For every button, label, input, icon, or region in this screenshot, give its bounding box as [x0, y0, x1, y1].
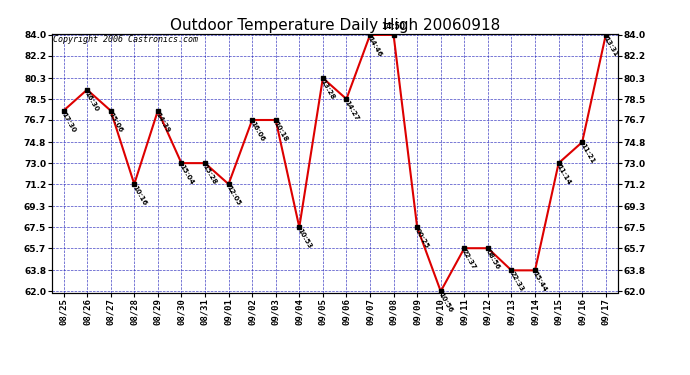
Text: 16:30: 16:30 [83, 90, 100, 112]
Text: 13:28: 13:28 [319, 79, 336, 101]
Text: 15:44: 15:44 [532, 271, 548, 293]
Text: 14:27: 14:27 [343, 100, 359, 122]
Text: 10:16: 10:16 [131, 184, 147, 207]
Text: 17:30: 17:30 [60, 111, 77, 134]
Text: 12:05: 12:05 [225, 184, 241, 207]
Text: 10:53: 10:53 [296, 228, 313, 250]
Text: 10:56: 10:56 [437, 292, 453, 314]
Text: 14:46: 14:46 [366, 36, 383, 58]
Text: 14:50: 14:50 [382, 22, 406, 31]
Text: 13:31: 13:31 [602, 36, 619, 58]
Text: 22:33: 22:33 [508, 271, 524, 293]
Text: 16:06: 16:06 [249, 121, 265, 142]
Text: 00:25: 00:25 [414, 228, 430, 250]
Text: 14:39: 14:39 [155, 111, 171, 134]
Title: Outdoor Temperature Daily High 20060918: Outdoor Temperature Daily High 20060918 [170, 18, 500, 33]
Text: 15:28: 15:28 [201, 164, 218, 186]
Text: 15:04: 15:04 [178, 164, 195, 186]
Text: 10:18: 10:18 [273, 121, 288, 143]
Text: 08:56: 08:56 [484, 249, 501, 271]
Text: 11:21: 11:21 [579, 143, 595, 165]
Text: Copyright 2006 Castronics.com: Copyright 2006 Castronics.com [53, 35, 198, 44]
Text: 11:14: 11:14 [555, 164, 572, 186]
Text: 22:37: 22:37 [461, 249, 477, 271]
Text: 15:06: 15:06 [108, 111, 124, 133]
